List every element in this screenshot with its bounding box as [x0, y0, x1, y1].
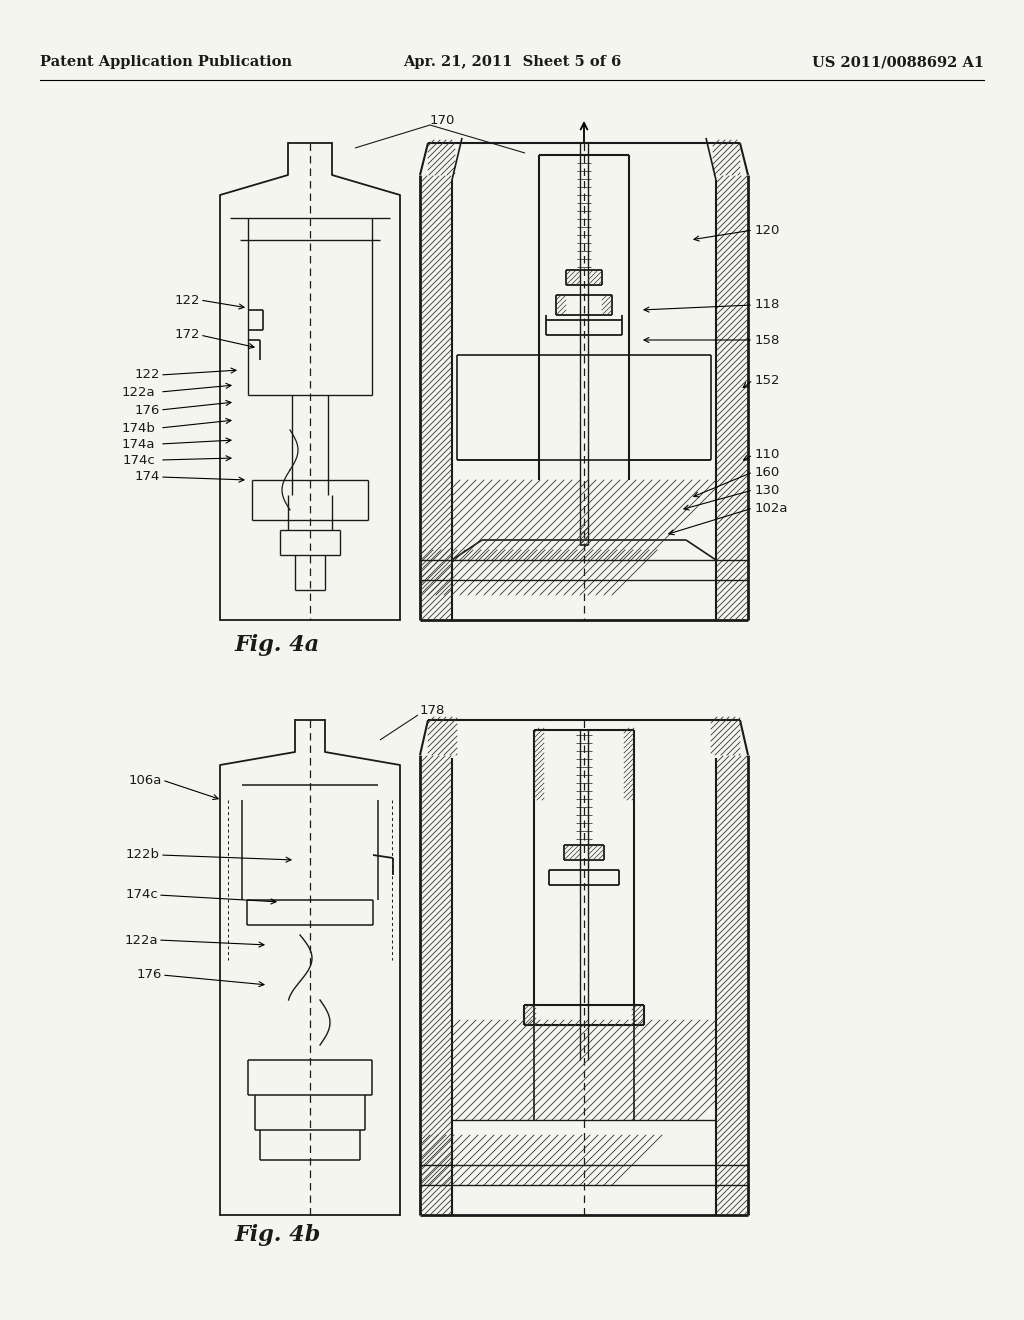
- Text: 172: 172: [174, 329, 200, 342]
- Text: 176: 176: [134, 404, 160, 417]
- Text: 178: 178: [420, 704, 445, 717]
- Text: US 2011/0088692 A1: US 2011/0088692 A1: [812, 55, 984, 69]
- Text: 122: 122: [134, 368, 160, 381]
- Text: 170: 170: [430, 114, 456, 127]
- Text: 158: 158: [755, 334, 780, 346]
- Text: 174a: 174a: [122, 437, 155, 450]
- Text: 174b: 174b: [121, 421, 155, 434]
- Text: 174: 174: [134, 470, 160, 483]
- Text: 106a: 106a: [129, 774, 162, 787]
- Text: 174c: 174c: [125, 888, 158, 902]
- Text: 102a: 102a: [755, 502, 788, 515]
- Text: 152: 152: [755, 374, 780, 387]
- Text: 122b: 122b: [126, 849, 160, 862]
- Text: Apr. 21, 2011  Sheet 5 of 6: Apr. 21, 2011 Sheet 5 of 6: [402, 55, 622, 69]
- Text: 130: 130: [755, 483, 780, 496]
- Text: 110: 110: [755, 449, 780, 462]
- Text: Fig. 4a: Fig. 4a: [234, 634, 321, 656]
- Text: 176: 176: [136, 969, 162, 982]
- Text: Fig. 4b: Fig. 4b: [234, 1224, 322, 1246]
- Text: Patent Application Publication: Patent Application Publication: [40, 55, 292, 69]
- Text: 118: 118: [755, 298, 780, 312]
- Text: 122a: 122a: [122, 385, 155, 399]
- Text: 174c: 174c: [122, 454, 155, 466]
- Text: 122: 122: [174, 293, 200, 306]
- Text: 160: 160: [755, 466, 780, 479]
- Text: 120: 120: [755, 223, 780, 236]
- Text: 122a: 122a: [124, 933, 158, 946]
